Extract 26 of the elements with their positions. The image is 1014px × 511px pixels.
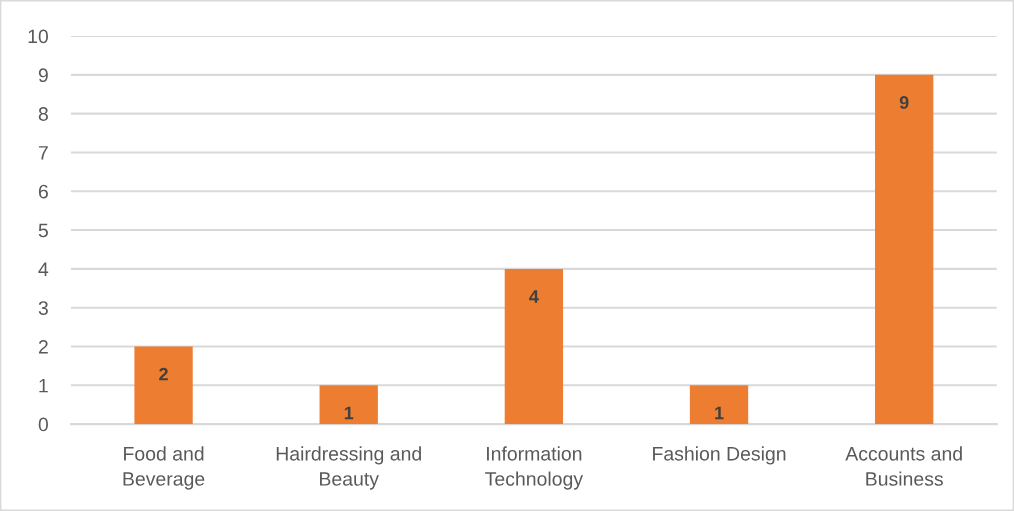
bar [319, 385, 378, 425]
y-tick-label: 5 [38, 223, 48, 238]
y-tick-label: 10 [28, 29, 48, 44]
y-tick-label: 4 [38, 262, 49, 276]
bar [875, 74, 934, 425]
bar [134, 346, 193, 425]
data-label: 2 [159, 367, 168, 381]
y-tick-label: 9 [38, 68, 48, 83]
data-label: 9 [899, 96, 909, 109]
y-tick-label: 6 [38, 184, 48, 199]
x-tick-label: Accounts and Business [845, 446, 962, 486]
y-tick-label: 7 [38, 146, 48, 160]
y-tick-label: 0 [38, 417, 48, 432]
x-tick-label: Food and Beverage [123, 446, 205, 490]
data-label: 1 [344, 406, 354, 420]
bar [689, 385, 749, 425]
x-tick-label: Information Technology [485, 446, 584, 490]
y-tick-label: 1 [39, 378, 48, 393]
y-tick-label: 2 [38, 339, 48, 354]
x-tick-label: Hairdressing and Beauty [276, 446, 421, 490]
data-label: 4 [529, 290, 539, 303]
y-tick-label: 3 [38, 301, 48, 315]
x-tick-label: Fashion Design [653, 446, 786, 465]
bar [504, 268, 564, 425]
data-label: 1 [715, 406, 724, 420]
y-tick-label: 8 [38, 107, 48, 121]
